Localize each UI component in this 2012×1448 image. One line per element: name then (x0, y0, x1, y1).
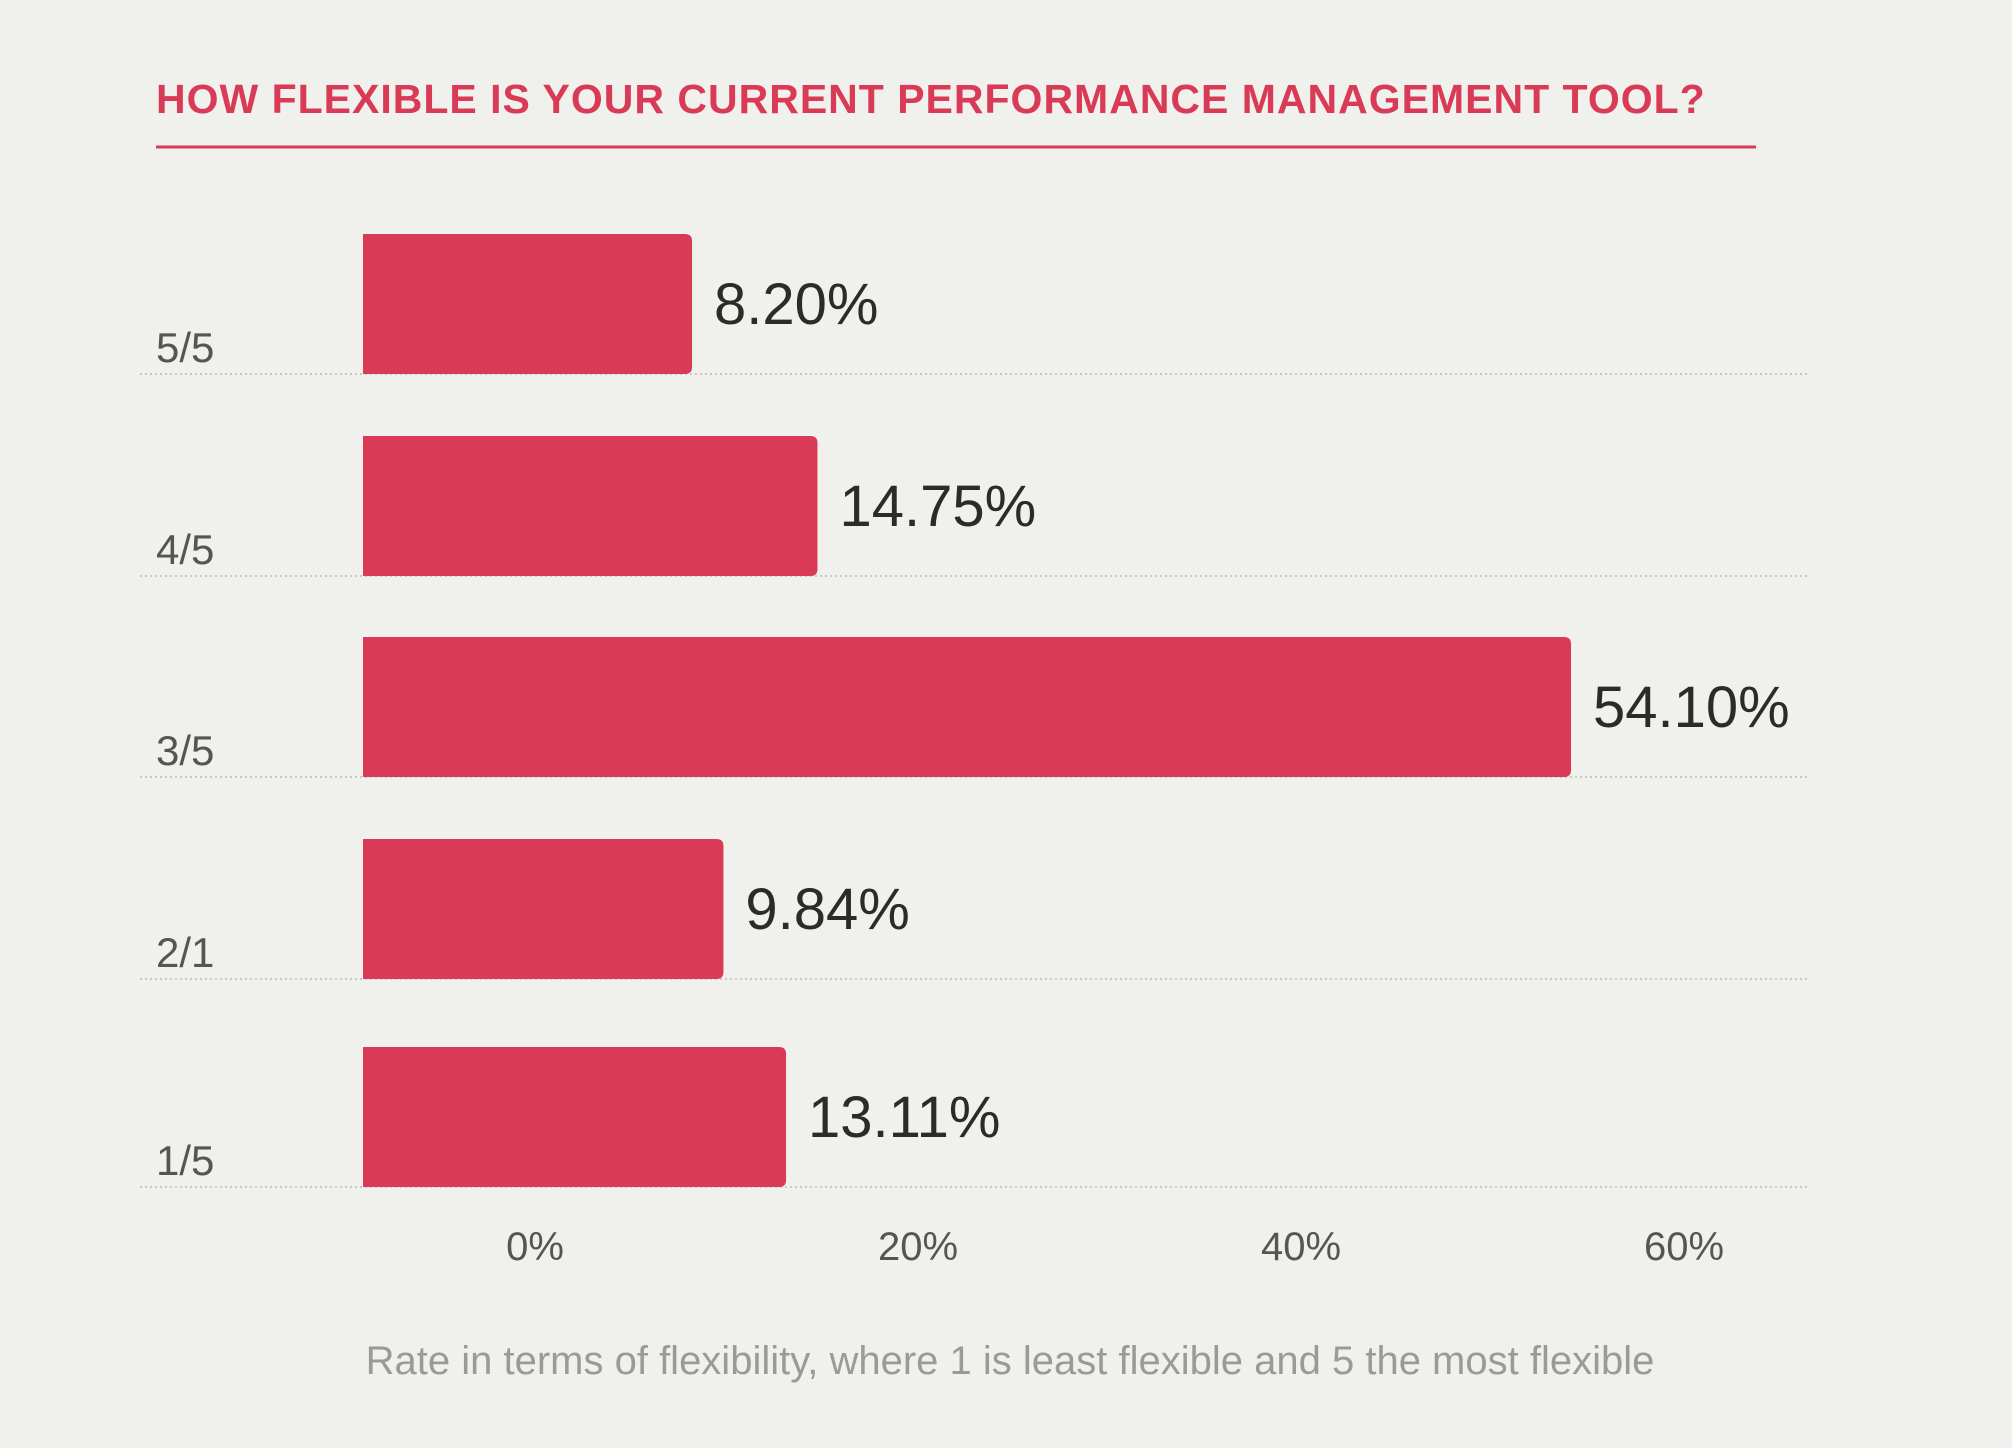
category-label: 4/5 (156, 526, 214, 573)
chart-title: HOW FLEXIBLE IS YOUR CURRENT PERFORMANCE… (156, 76, 1706, 122)
bar-3-of-5 (363, 637, 1572, 777)
bar-5-of-5 (363, 234, 693, 374)
x-tick-label: 40% (1261, 1225, 1341, 1269)
category-label: 5/5 (156, 324, 214, 371)
x-axis-ticks: 0% 20% 40% 60% (506, 1225, 1724, 1269)
value-label: 54.10% (1593, 675, 1790, 740)
x-tick-label: 60% (1644, 1225, 1724, 1269)
x-tick-label: 20% (878, 1225, 958, 1269)
value-label: 8.20% (714, 272, 878, 337)
bar-2-of-1 (363, 839, 724, 979)
x-tick-label: 0% (506, 1225, 564, 1269)
value-label: 9.84% (745, 877, 909, 942)
bar-1-of-5 (363, 1047, 787, 1187)
category-label: 3/5 (156, 727, 214, 774)
chart-caption: Rate in terms of flexibility, where 1 is… (366, 1339, 1655, 1383)
category-label: 1/5 (156, 1137, 214, 1184)
chart-rows: 5/5 8.20% 4/5 14.75% 3/5 54.10% 2/1 9.84% 1/5 13.… (140, 234, 1810, 1188)
category-label: 2/1 (156, 929, 214, 976)
value-label: 14.75% (839, 474, 1036, 539)
bar-4-of-5 (363, 436, 818, 576)
value-label: 13.11% (808, 1085, 1000, 1150)
